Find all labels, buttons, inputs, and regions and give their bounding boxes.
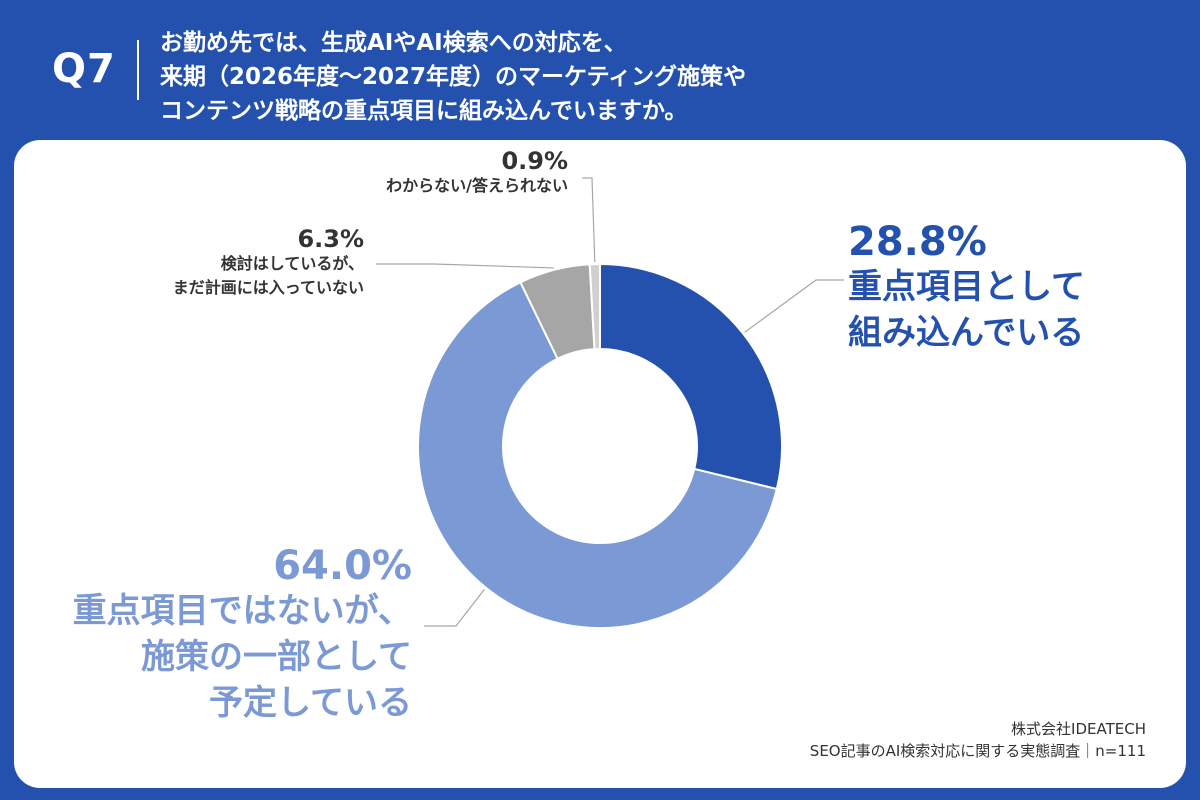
slice-value-unknown: 0.9%: [501, 147, 568, 175]
slice-value-considering: 6.3%: [297, 225, 364, 253]
slice-label-considering: 6.3% 検討はしているが、 まだ計画には入っていない: [173, 226, 364, 300]
question-line-3: コンテンツ戦略の重点項目に組み込んでいますか。: [160, 98, 688, 124]
slice-text-considering-2: まだ計画には入っていない: [172, 278, 364, 298]
footer: 株式会社IDEATECH SEO記事のAI検索対応に関する実態調査｜n=111: [810, 718, 1146, 762]
chart-panel: 28.8% 重点項目として 組み込んでいる 64.0% 重点項目ではないが、 施…: [14, 140, 1186, 788]
slice-label-partial: 64.0% 重点項目ではないが、 施策の一部として 予定している: [73, 544, 412, 726]
slice-text-partial-2: 施策の一部として: [141, 637, 412, 677]
footer-survey: SEO記事のAI検索対応に関する実態調査｜n=111: [809, 742, 1146, 760]
slice-text-partial-3: 予定している: [209, 683, 412, 723]
slice-label-focus: 28.8% 重点項目として 組み込んでいる: [848, 220, 1085, 356]
footer-company: 株式会社IDEATECH: [1011, 720, 1146, 738]
slice-text-focus-2: 組み込んでいる: [848, 313, 1085, 353]
slice-focus: [599, 262, 783, 491]
question-text: お勤め先では、生成AIやAI検索への対応を、 来期（2026年度〜2027年度）…: [160, 26, 1160, 128]
header-divider: [137, 40, 139, 100]
question-header: Q7 お勤め先では、生成AIやAI検索への対応を、 来期（2026年度〜2027…: [0, 0, 1200, 140]
slice-partial: [417, 280, 779, 629]
slice-label-unknown: 0.9% わからない/答えられない: [386, 148, 568, 198]
slice-text-focus-1: 重点項目として: [848, 267, 1085, 307]
slice-text-considering-1: 検討はしているが、: [220, 254, 364, 274]
slice-text-unknown-1: わからない/答えられない: [386, 176, 568, 196]
leader-line-considering: [376, 263, 554, 269]
leader-line-unknown: [582, 177, 596, 263]
donut-chart: [376, 177, 844, 629]
leader-line-focus: [744, 279, 844, 333]
slice-text-partial-1: 重点項目ではないが、: [72, 591, 412, 631]
question-number: Q7: [52, 46, 116, 92]
slice-unknown: [588, 262, 601, 351]
question-line-1: お勤め先では、生成AIやAI検索への対応を、: [160, 30, 627, 56]
slice-value-focus: 28.8%: [848, 219, 987, 265]
question-line-2: 来期（2026年度〜2027年度）のマーケティング施策や: [160, 64, 747, 90]
leader-line-partial: [424, 588, 485, 627]
slice-value-partial: 64.0%: [273, 543, 412, 589]
